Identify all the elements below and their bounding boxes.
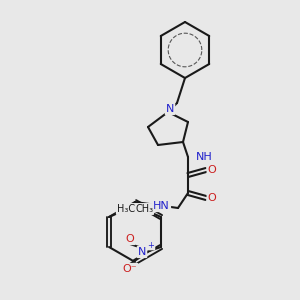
Text: O⁻: O⁻ xyxy=(123,264,137,274)
Text: CH₃: CH₃ xyxy=(135,204,153,214)
Text: H₃C: H₃C xyxy=(117,204,135,214)
Text: NH: NH xyxy=(196,152,213,162)
Text: +: + xyxy=(148,241,154,250)
Text: O: O xyxy=(208,165,216,175)
Text: HN: HN xyxy=(153,201,170,211)
Text: O: O xyxy=(208,193,216,203)
Text: N: N xyxy=(138,247,146,257)
Text: N: N xyxy=(166,104,174,114)
Text: O: O xyxy=(126,234,134,244)
